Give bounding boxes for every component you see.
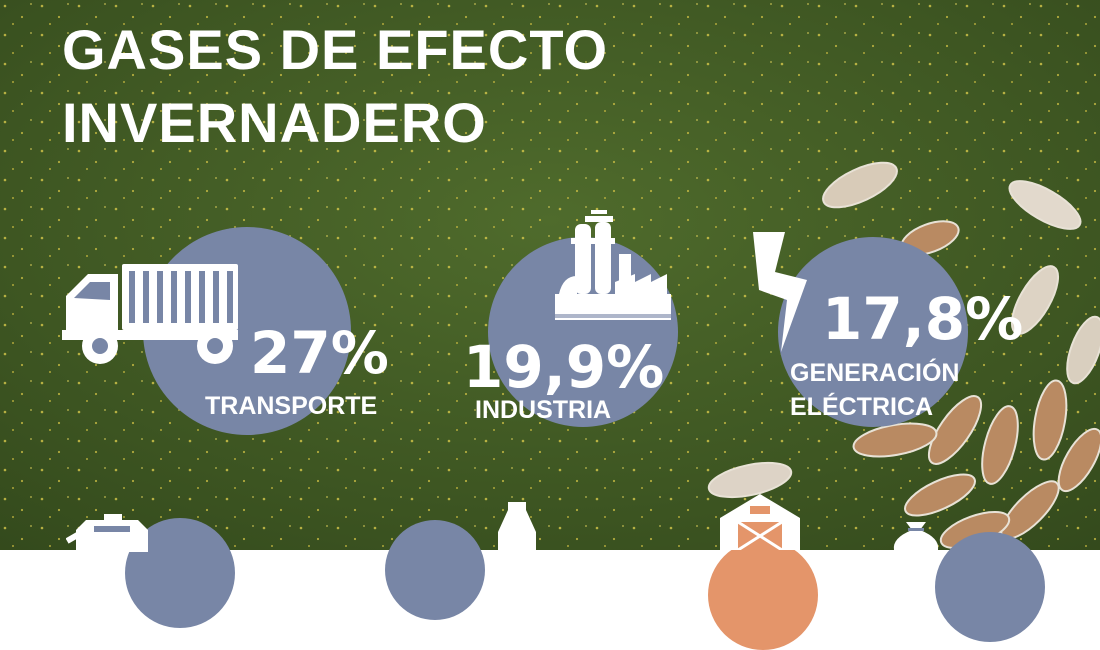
truck-icon: [62, 264, 238, 364]
stat-label-generacion-line2: ELÉCTRICA: [790, 393, 934, 421]
bottom-circle-4: [935, 532, 1045, 642]
stat-value-generacion-electrica: 17,8%: [822, 285, 1024, 353]
factory-icon: [555, 210, 671, 320]
stat-value-transporte: 27%: [250, 319, 389, 387]
bottom-circle-2: [385, 520, 485, 620]
stat-value-industria: 19,9%: [463, 333, 665, 401]
page-title-line2: INVERNADERO: [62, 91, 487, 154]
bottom-circle-3: [708, 540, 818, 650]
stat-label-generacion-line1: GENERACIÓN: [790, 359, 960, 387]
stat-label-transporte: TRANSPORTE: [205, 392, 378, 420]
page-title-line1: GASES DE EFECTO: [62, 18, 609, 81]
fuel-can-icon: [66, 514, 148, 552]
money-bag-icon: [893, 522, 939, 550]
barn-icon: [720, 494, 800, 550]
lightning-icon: [753, 232, 807, 352]
stat-circle-generacion-electrica: [778, 237, 968, 427]
stat-label-industria: INDUSTRIA: [475, 396, 612, 424]
milk-bottle-icon: [498, 502, 536, 550]
